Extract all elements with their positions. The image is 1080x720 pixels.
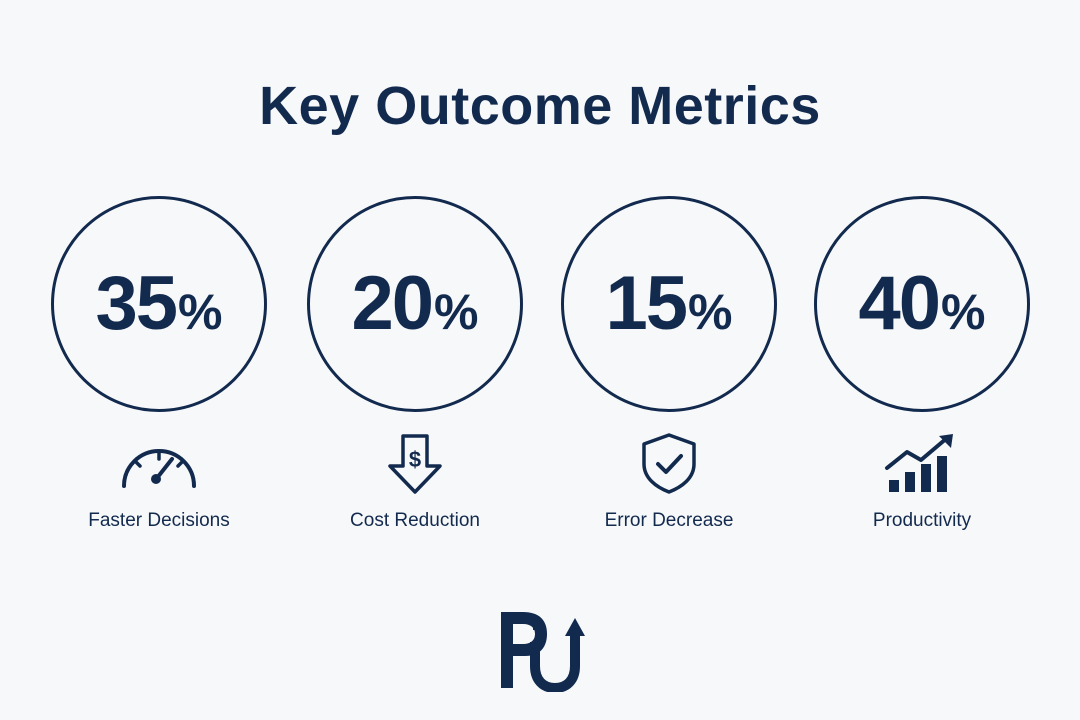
dollar-down-arrow-icon: $ — [370, 432, 460, 494]
speedometer-icon — [114, 432, 204, 494]
metric-ring: 20% — [307, 196, 523, 412]
metric-label: Productivity — [872, 510, 972, 531]
metric-value: 15% — [605, 261, 733, 346]
metric-card-error-decrease: 15% Error Decrease — [561, 196, 777, 536]
metric-value: 35% — [95, 261, 223, 346]
metric-card-cost-reduction: 20% $ Cost Reduction — [307, 196, 523, 536]
metric-card-faster-decisions: 35% Faster Decisions — [51, 196, 267, 536]
metric-ring: 35% — [51, 196, 267, 412]
growth-chart-icon — [877, 432, 967, 494]
metric-value: 40% — [858, 261, 986, 346]
metric-ring: 15% — [561, 196, 777, 412]
svg-text:$: $ — [409, 447, 421, 472]
page-title: Key Outcome Metrics — [259, 76, 821, 136]
metric-value: 20% — [351, 261, 479, 346]
metric-ring: 40% — [814, 196, 1030, 412]
metric-card-productivity: 40% Productivity — [814, 196, 1030, 536]
shield-check-icon — [624, 432, 714, 494]
metric-label: Error Decrease — [604, 510, 734, 531]
metric-label: Faster Decisions — [88, 510, 230, 531]
brand-logo — [495, 608, 591, 693]
metric-label: Cost Reduction — [350, 510, 480, 531]
